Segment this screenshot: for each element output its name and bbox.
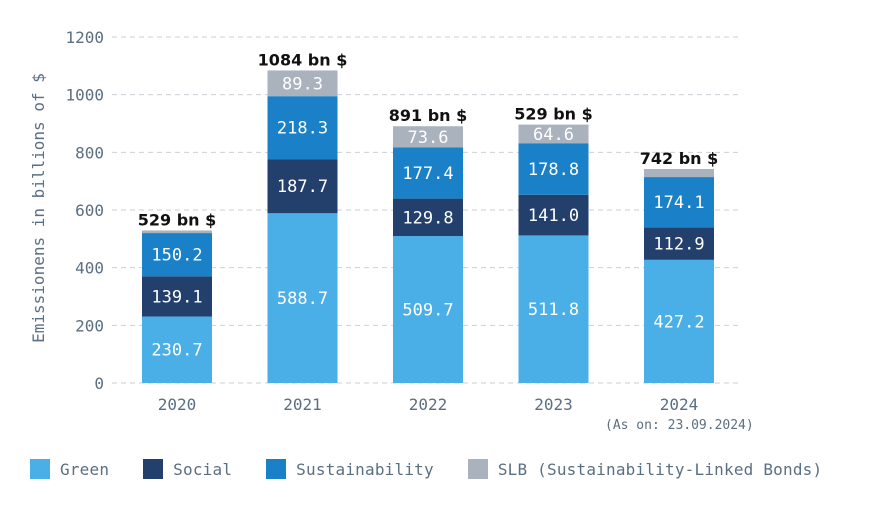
bar-value-label: 129.8 (402, 208, 453, 228)
bar-total-label: 529 bn $ (514, 105, 593, 124)
bar-value-label: 177.4 (402, 164, 453, 184)
legend: Green Social Sustainability SLB (Sustain… (30, 456, 856, 482)
bar-segment-social-2023 (518, 194, 589, 236)
legend-swatch-sustainability (266, 459, 287, 479)
bar-segment-slb-2023 (518, 124, 589, 144)
bar-value-label: 187.7 (277, 177, 328, 197)
legend-item-social: Social (143, 459, 232, 479)
bar-value-label: 139.1 (151, 287, 202, 307)
y-tick-label: 1000 (65, 86, 104, 105)
bar-value-label: 112.9 (653, 235, 704, 255)
legend-swatch-slb (467, 459, 488, 479)
bar-value-label: 230.7 (151, 341, 202, 361)
legend-label-slb: SLB (Sustainability-Linked Bonds) (497, 459, 823, 479)
bar-segment-social-2024 (644, 227, 714, 260)
bar-segment-slb-2022 (393, 126, 463, 148)
y-tick-label: 600 (75, 201, 104, 220)
legend-swatch-green (30, 459, 50, 479)
bar-segment-green-2021 (267, 213, 338, 383)
as-on-note: (As on: 23.09.2024) (605, 418, 754, 433)
bar-segment-green-2020 (142, 316, 212, 383)
x-tick-label: 2021 (283, 395, 322, 414)
x-tick-label: 2022 (409, 395, 448, 414)
bar-total-label: 529 bn $ (138, 210, 217, 229)
y-tick-label: 200 (75, 316, 104, 335)
bar-segment-slb-2021 (267, 70, 338, 97)
bar-segment-green-2024 (644, 259, 714, 383)
legend-item-green: Green (30, 459, 109, 479)
legend-swatch-social (143, 459, 164, 479)
bar-value-label: 427.2 (653, 312, 704, 332)
y-tick-label: 0 (94, 374, 104, 393)
x-tick-label: 2024 (660, 395, 699, 414)
x-tick-label: 2020 (158, 395, 197, 414)
bar-value-label: 588.7 (277, 289, 328, 309)
bar-value-label: 174.1 (653, 193, 704, 213)
y-axis-ticks: 0 200 400 600 800 1000 1200 (65, 28, 104, 393)
bar-segment-social-2021 (267, 159, 338, 214)
bar-segment-sustainability-2020 (142, 233, 212, 277)
bar-segment-slb-2020 (142, 230, 212, 234)
legend-label-social: Social (173, 459, 233, 479)
legend-label-green: Green (60, 459, 110, 479)
gridlines (112, 36, 740, 384)
bars: 230.7 139.1 150.2 529 bn $ 588.7 187.7 218.3 89… (138, 50, 719, 383)
bar-segment-sustainability-2021 (267, 96, 338, 160)
bar-value-label: 64.6 (533, 125, 574, 145)
bar-segment-green-2023 (518, 235, 589, 383)
bar-value-label: 509.7 (402, 301, 453, 321)
y-axis-label: Emissionens in billions of $ (29, 73, 48, 343)
y-tick-label: 800 (75, 143, 104, 162)
legend-label-sustainability: Sustainability (296, 459, 434, 479)
x-axis-ticks: 2020 2021 2022 2023 2024 (158, 395, 699, 414)
bar-value-label: 218.3 (277, 119, 328, 139)
bar-segment-social-2020 (142, 276, 212, 317)
bar-value-label: 73.6 (408, 128, 449, 148)
bar-segment-sustainability-2024 (644, 177, 714, 228)
y-tick-label: 1200 (65, 28, 104, 47)
bar-segment-sustainability-2022 (393, 147, 463, 199)
bar-value-label: 89.3 (282, 74, 323, 94)
legend-item-slb: SLB (Sustainability-Linked Bonds) (467, 459, 823, 479)
bar-value-label: 141.0 (528, 206, 579, 226)
bar-total-label: 742 bn $ (640, 149, 719, 168)
bar-segment-slb-2024 (644, 168, 714, 178)
x-tick-label: 2023 (534, 395, 573, 414)
y-tick-label: 400 (75, 259, 104, 278)
bar-value-label: 511.8 (528, 300, 579, 320)
bar-value-label: 178.8 (528, 160, 579, 180)
bar-segment-social-2022 (393, 198, 463, 237)
legend-item-sustainability: Sustainability (266, 459, 434, 479)
bar-total-label: 1084 bn $ (258, 50, 348, 69)
bar-segment-green-2022 (393, 236, 463, 383)
bar-segment-sustainability-2023 (518, 143, 589, 195)
bar-total-label: 891 bn $ (389, 106, 468, 125)
bar-value-label: 150.2 (151, 246, 202, 266)
